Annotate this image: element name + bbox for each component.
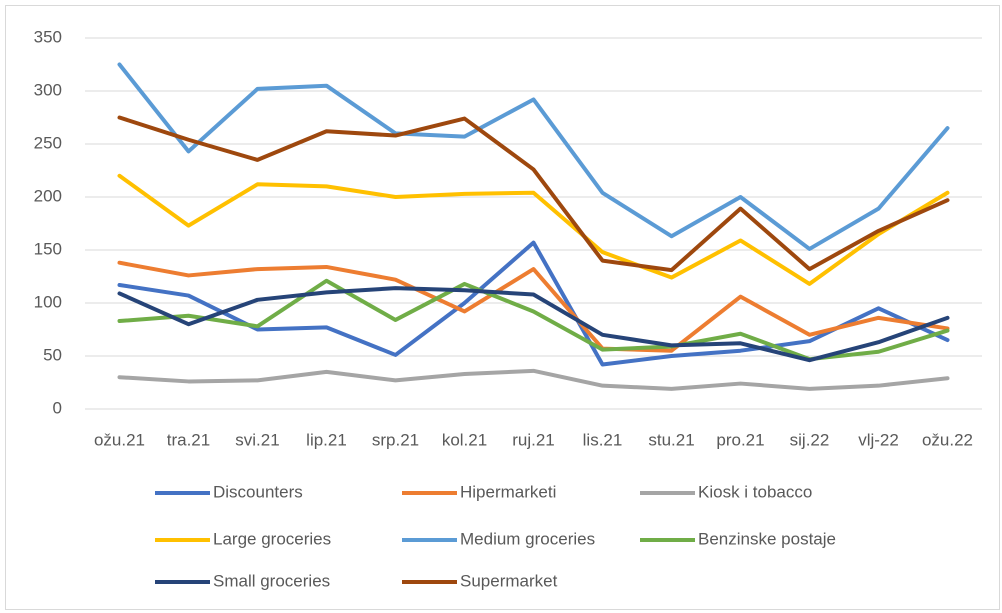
y-tick-label: 350 (34, 27, 62, 46)
x-tick-label: svi.21 (235, 430, 279, 449)
x-tick-label: ožu.22 (922, 430, 973, 449)
x-tick-label: stu.21 (648, 430, 694, 449)
legend-label: Discounters (213, 482, 303, 501)
y-tick-label: 100 (34, 292, 62, 311)
x-tick-label: lip.21 (306, 430, 347, 449)
x-tick-label: pro.21 (716, 430, 764, 449)
series-line (117, 240, 950, 367)
series-line (117, 173, 950, 286)
x-tick-label: sij.22 (790, 430, 830, 449)
y-tick-label: 50 (43, 345, 62, 364)
x-tick-label: vlj-22 (858, 430, 899, 449)
x-tick-label: kol.21 (442, 430, 487, 449)
y-tick-label: 0 (53, 398, 62, 417)
legend-label: Kiosk i tobacco (698, 482, 812, 501)
legend-label: Benzinske postaje (698, 529, 836, 548)
legend-label: Medium groceries (460, 529, 595, 548)
series-line (117, 62, 950, 251)
series-line (117, 286, 950, 363)
y-tick-label: 250 (34, 133, 62, 152)
chart-border (5, 5, 1000, 610)
y-tick-label: 300 (34, 80, 62, 99)
x-tick-label: srp.21 (372, 430, 419, 449)
x-tick-label: tra.21 (167, 430, 210, 449)
y-tick-label: 150 (34, 239, 62, 258)
y-tick-label: 200 (34, 186, 62, 205)
x-tick-label: ruj.21 (512, 430, 555, 449)
legend-label: Supermarket (460, 571, 558, 590)
legend-label: Small groceries (213, 571, 330, 590)
series-line (117, 260, 950, 353)
x-tick-label: lis.21 (583, 430, 623, 449)
series-line (117, 368, 950, 391)
legend-label: Hipermarketi (460, 482, 556, 501)
legend-label: Large groceries (213, 529, 331, 548)
x-tick-label: ožu.21 (94, 430, 145, 449)
series-line (117, 115, 950, 273)
